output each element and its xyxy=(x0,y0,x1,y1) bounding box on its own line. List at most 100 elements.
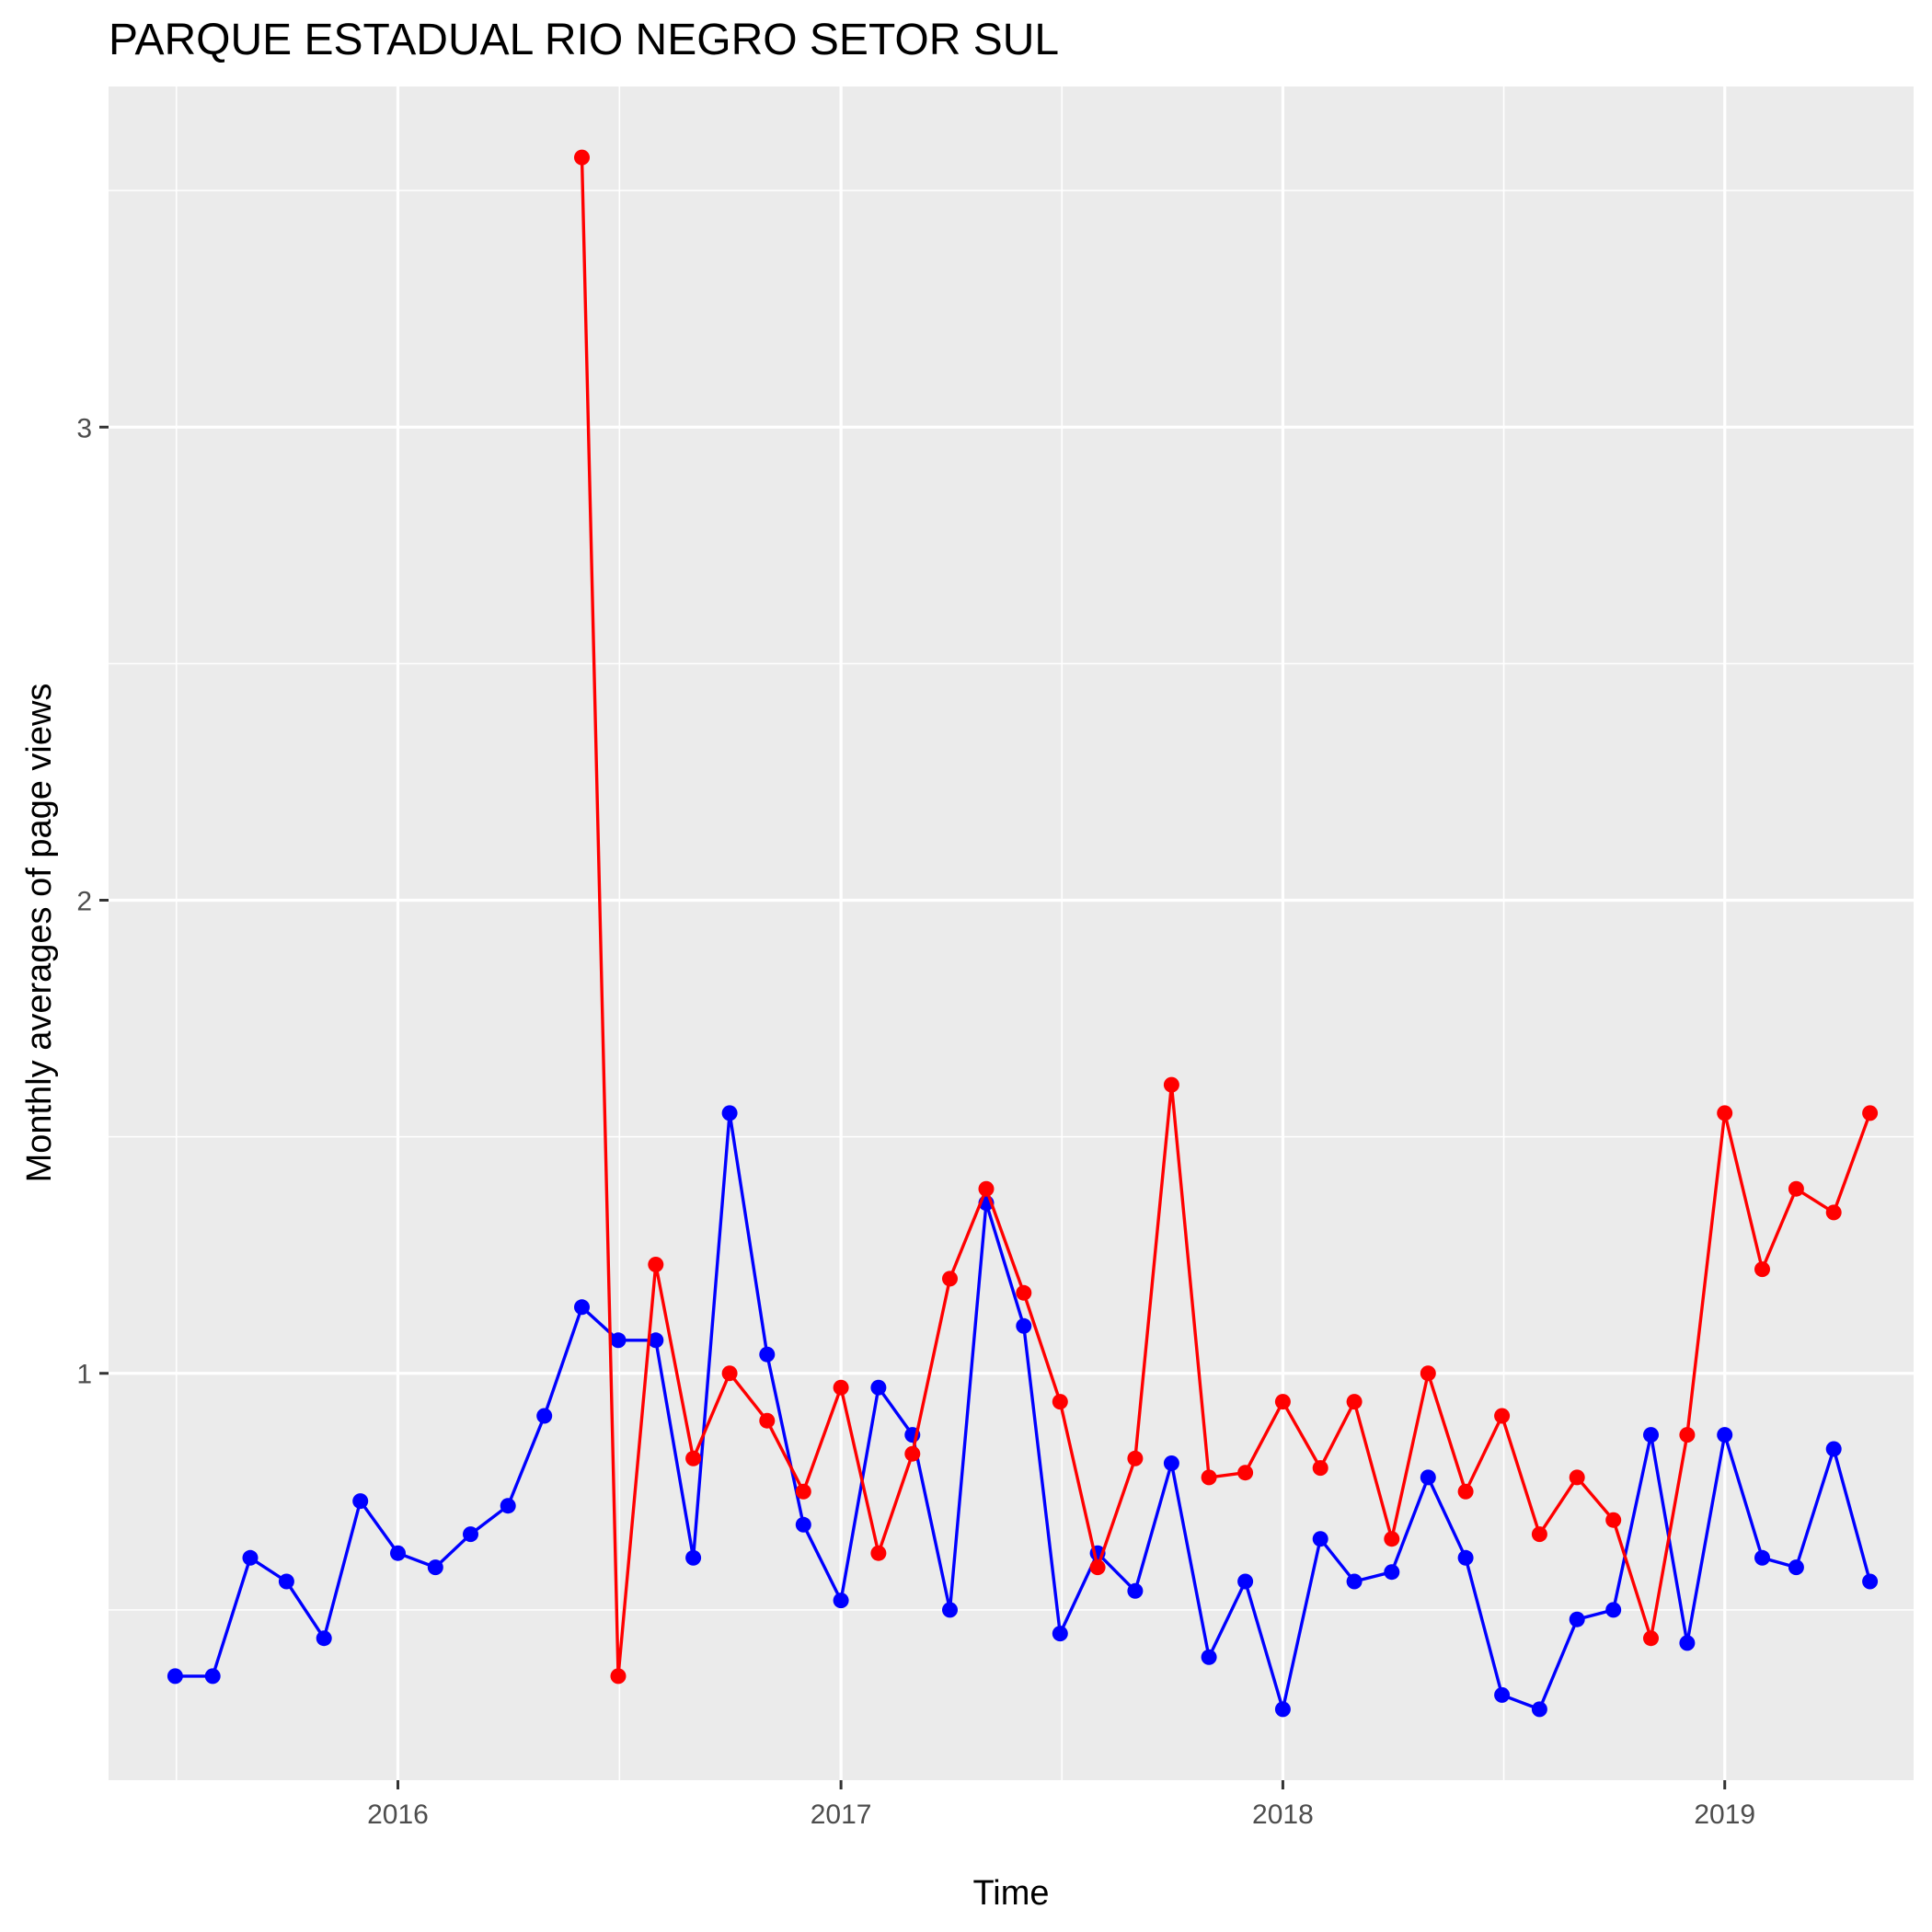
data-point xyxy=(574,1299,590,1316)
data-point xyxy=(1237,1465,1254,1481)
data-point xyxy=(1717,1105,1733,1121)
data-point xyxy=(1825,1204,1842,1221)
data-point xyxy=(390,1545,406,1561)
data-point xyxy=(316,1630,332,1647)
data-point xyxy=(1420,1469,1436,1486)
data-point xyxy=(1274,1394,1291,1410)
data-point xyxy=(1052,1626,1068,1642)
data-point xyxy=(242,1549,259,1566)
data-point xyxy=(1163,1076,1179,1093)
data-point xyxy=(1494,1408,1511,1424)
x-axis: 2016 2017 2018 2019 xyxy=(367,1780,1755,1830)
data-point xyxy=(1346,1573,1363,1590)
data-point xyxy=(1237,1573,1254,1590)
data-point xyxy=(1494,1686,1511,1703)
data-point xyxy=(1052,1394,1068,1410)
x-tick-label: 2018 xyxy=(1252,1800,1314,1830)
data-point xyxy=(1754,1261,1770,1278)
data-point xyxy=(1569,1611,1585,1627)
data-point xyxy=(1201,1649,1217,1665)
data-point xyxy=(500,1498,516,1514)
data-point xyxy=(721,1105,738,1121)
x-tick-label: 2017 xyxy=(811,1800,872,1830)
data-point xyxy=(942,1602,958,1618)
data-point xyxy=(1754,1549,1770,1566)
data-point xyxy=(1312,1460,1328,1477)
data-point xyxy=(1531,1701,1547,1718)
data-point xyxy=(759,1346,776,1363)
data-point xyxy=(648,1332,664,1349)
data-point xyxy=(1384,1564,1400,1581)
data-point xyxy=(833,1379,849,1396)
data-point xyxy=(1312,1531,1328,1547)
data-point xyxy=(1788,1180,1804,1197)
data-point xyxy=(978,1180,995,1197)
series-layer xyxy=(167,149,1879,1718)
data-point xyxy=(1346,1394,1363,1410)
x-tick-label: 2016 xyxy=(367,1800,429,1830)
data-point xyxy=(721,1365,738,1382)
data-point xyxy=(759,1412,776,1429)
data-point xyxy=(1679,1635,1696,1651)
plot-panel xyxy=(109,86,1914,1780)
grid-minor xyxy=(109,86,1914,1780)
data-point xyxy=(904,1445,921,1462)
y-axis: 1 2 3 xyxy=(76,413,109,1390)
data-point xyxy=(1016,1284,1032,1301)
data-point xyxy=(685,1450,702,1466)
data-point xyxy=(610,1332,627,1349)
data-point xyxy=(1605,1512,1622,1528)
y-tick-label: 1 xyxy=(76,1360,92,1390)
data-point xyxy=(610,1668,627,1685)
data-point xyxy=(1788,1559,1804,1576)
data-point xyxy=(1643,1630,1659,1647)
data-point xyxy=(1420,1365,1436,1382)
data-point xyxy=(427,1559,443,1576)
data-point xyxy=(1531,1526,1547,1543)
data-point xyxy=(278,1573,294,1590)
x-tick-label: 2019 xyxy=(1694,1800,1755,1830)
data-point xyxy=(1016,1317,1032,1334)
data-point xyxy=(1274,1701,1291,1718)
data-point xyxy=(685,1549,702,1566)
data-point xyxy=(1384,1531,1400,1547)
data-point xyxy=(1862,1105,1879,1121)
data-point xyxy=(870,1379,887,1396)
data-point xyxy=(1127,1582,1144,1599)
data-point xyxy=(204,1668,221,1685)
data-point xyxy=(1127,1450,1144,1466)
data-point xyxy=(1717,1427,1733,1443)
data-point xyxy=(1201,1469,1217,1486)
data-point xyxy=(1679,1427,1696,1443)
data-point xyxy=(574,149,590,166)
chart-title: PARQUE ESTADUAL RIO NEGRO SETOR SUL xyxy=(109,16,1059,64)
data-point xyxy=(1457,1483,1474,1500)
data-point xyxy=(795,1516,811,1533)
data-point xyxy=(1825,1441,1842,1457)
x-axis-label: Time xyxy=(972,1874,1049,1913)
series-line xyxy=(580,157,1872,1678)
data-point xyxy=(463,1526,478,1543)
data-point xyxy=(648,1257,664,1272)
data-point xyxy=(795,1483,811,1500)
y-axis-label: Monthly averages of page views xyxy=(20,684,59,1183)
data-point xyxy=(1605,1602,1622,1618)
data-point xyxy=(1457,1549,1474,1566)
data-point xyxy=(870,1545,887,1561)
data-point xyxy=(536,1408,553,1424)
grid-major xyxy=(109,86,1914,1780)
y-tick-label: 3 xyxy=(76,413,92,443)
data-point xyxy=(942,1271,958,1287)
data-point xyxy=(352,1493,369,1510)
data-point xyxy=(1643,1427,1659,1443)
data-point xyxy=(1163,1455,1179,1471)
data-point xyxy=(833,1593,849,1609)
data-point xyxy=(1569,1469,1585,1486)
data-point xyxy=(1862,1573,1879,1590)
data-point xyxy=(1089,1559,1106,1576)
data-point xyxy=(167,1668,183,1685)
y-tick-label: 2 xyxy=(76,887,92,917)
series-2 xyxy=(574,149,1879,1685)
